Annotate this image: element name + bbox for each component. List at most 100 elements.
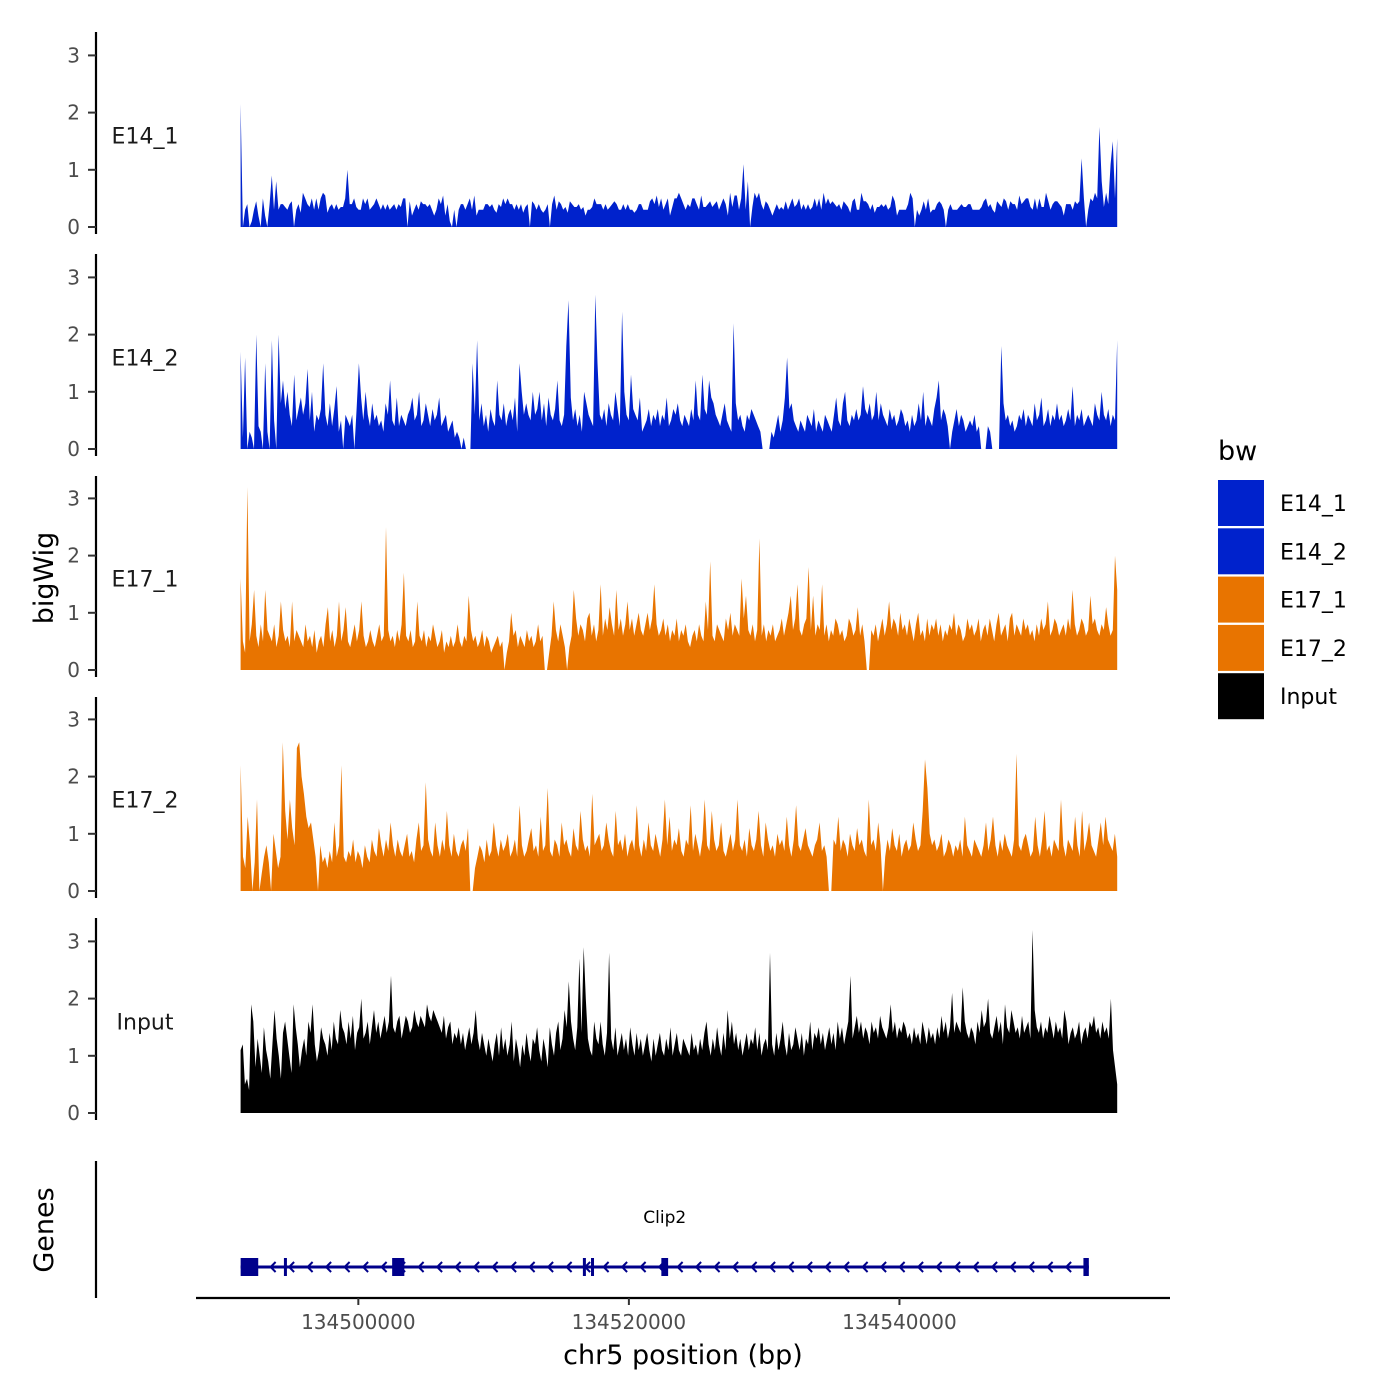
legend-swatch-E17_1 (1218, 576, 1264, 623)
legend-title: bw (1218, 436, 1257, 467)
y-axis-title: bigWig (29, 532, 60, 625)
exon (283, 1258, 287, 1276)
genes-axis-title: Genes (29, 1187, 60, 1272)
track-label-Input: Input (117, 1010, 174, 1035)
y-tick-label: 1 (67, 380, 80, 404)
strand-arrow (509, 1261, 517, 1273)
y-tick-label: 2 (67, 765, 80, 789)
strand-arrow (953, 1261, 961, 1273)
y-tick-label: 0 (67, 215, 80, 239)
exon (661, 1258, 669, 1276)
strand-arrow (620, 1261, 628, 1273)
y-tick-label: 1 (67, 158, 80, 182)
strand-arrow (972, 1261, 980, 1273)
strand-arrow (639, 1261, 647, 1273)
x-axis: 134500000 134520000 134540000 (196, 1296, 1170, 1334)
strand-arrow (750, 1261, 758, 1273)
track-E17_1: 0 1 2 3 E17_1 (67, 476, 1118, 682)
strand-arrow (269, 1261, 277, 1273)
exon (392, 1258, 405, 1276)
strand-arrow (713, 1261, 721, 1273)
strand-arrow (454, 1261, 462, 1273)
strand-arrow (842, 1261, 850, 1273)
strand-arrow (805, 1261, 813, 1273)
exon (1083, 1258, 1089, 1276)
track-E14_2: 0 1 2 3 E14_2 (67, 254, 1118, 461)
x-tick-label: 134540000 (842, 1310, 957, 1334)
legend-label-Input: Input (1280, 685, 1337, 710)
signal-tracks: 0 1 2 3 E14_1 0 1 2 3 E14_2 0 1 2 3 E17_1 0 1 2 3 E17_2 0 1 2 3… (67, 32, 1118, 1125)
x-axis-title: chr5 position (bp) (563, 1340, 803, 1371)
track-E17_2: 0 1 2 3 E17_2 (67, 697, 1118, 903)
y-tick-label: 3 (67, 929, 80, 953)
strand-arrow (898, 1261, 906, 1273)
coverage-area-E14_2 (240, 294, 1118, 449)
coverage-area-E17_2 (240, 742, 1118, 891)
strand-arrow (602, 1261, 610, 1273)
track-Input: 0 1 2 3 Input (67, 918, 1118, 1125)
exon (582, 1258, 586, 1276)
y-tick-label: 2 (67, 544, 80, 568)
y-tick-label: 0 (67, 1101, 80, 1125)
y-tick-label: 2 (67, 323, 80, 347)
y-tick-label: 0 (67, 658, 80, 682)
strand-arrow (1027, 1261, 1035, 1273)
legend: bw E14_1 E14_2 E17_1 E17_2 Input (1218, 436, 1347, 720)
strand-arrow (324, 1261, 332, 1273)
strand-arrow (491, 1261, 499, 1273)
strand-arrow (694, 1261, 702, 1273)
strand-arrow (546, 1261, 554, 1273)
y-tick-label: 1 (67, 822, 80, 846)
strand-arrow (1009, 1261, 1017, 1273)
strand-arrow (731, 1261, 739, 1273)
x-tick-label: 134500000 (301, 1310, 416, 1334)
y-tick-label: 2 (67, 101, 80, 125)
strand-arrow (435, 1261, 443, 1273)
strand-arrow (676, 1261, 684, 1273)
legend-label-E17_1: E17_1 (1280, 589, 1347, 614)
strand-arrow (1064, 1261, 1072, 1273)
legend-swatch-E17_2 (1218, 624, 1264, 671)
strand-arrow (1046, 1261, 1054, 1273)
track-label-E14_2: E14_2 (112, 346, 179, 371)
legend-label-E14_1: E14_1 (1280, 492, 1347, 517)
y-tick-label: 0 (67, 879, 80, 903)
y-tick-label: 3 (67, 486, 80, 510)
strand-arrow (287, 1261, 295, 1273)
strand-arrow (787, 1261, 795, 1273)
strand-arrow (361, 1261, 369, 1273)
coverage-area-E17_1 (240, 487, 1118, 670)
legend-label-E17_2: E17_2 (1280, 637, 1347, 662)
strand-arrow (879, 1261, 887, 1273)
y-tick-label: 1 (67, 1044, 80, 1068)
track-label-E17_1: E17_1 (112, 567, 179, 592)
y-tick-label: 2 (67, 987, 80, 1011)
strand-arrow (935, 1261, 943, 1273)
track-label-E17_2: E17_2 (112, 788, 179, 813)
gene-label: Clip2 (643, 1208, 686, 1228)
strand-arrow (343, 1261, 351, 1273)
strand-arrow (380, 1261, 388, 1273)
strand-arrow (565, 1261, 573, 1273)
strand-arrow (417, 1261, 425, 1273)
legend-swatch-Input (1218, 673, 1264, 720)
strand-arrow (306, 1261, 314, 1273)
y-tick-label: 0 (67, 437, 80, 461)
exon (591, 1258, 595, 1276)
legend-label-E14_2: E14_2 (1280, 540, 1347, 565)
track-label-E14_1: E14_1 (112, 124, 179, 149)
strand-arrow (990, 1261, 998, 1273)
coverage-area-E14_1 (240, 104, 1118, 227)
strand-arrow (528, 1261, 536, 1273)
legend-swatch-E14_1 (1218, 480, 1264, 526)
legend-swatch-E14_2 (1218, 528, 1264, 575)
track-E14_1: 0 1 2 3 E14_1 (67, 32, 1118, 239)
strand-arrow (824, 1261, 832, 1273)
y-tick-label: 3 (67, 707, 80, 731)
coverage-area-Input (240, 930, 1118, 1113)
y-tick-label: 1 (67, 601, 80, 625)
y-tick-label: 3 (67, 43, 80, 67)
strand-arrow (768, 1261, 776, 1273)
y-tick-label: 3 (67, 265, 80, 289)
